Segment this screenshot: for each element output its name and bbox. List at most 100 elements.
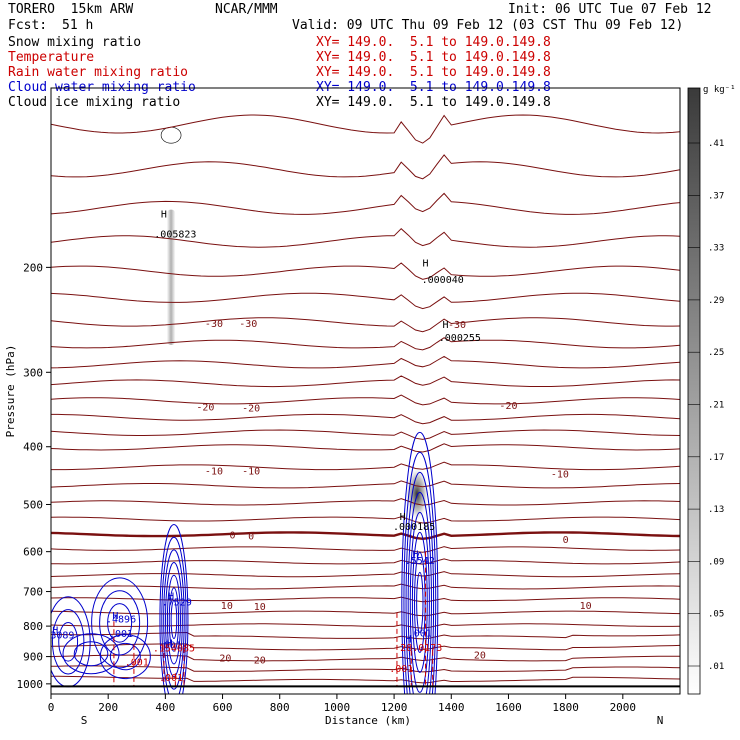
colorbar-label: .05 xyxy=(708,610,724,620)
valid-time: Valid: 09 UTC Thu 09 Feb 12 (03 CST Thu … xyxy=(292,18,684,33)
cloud-water-contour xyxy=(166,574,181,665)
cloud-water-contour xyxy=(405,471,435,694)
max-annotation: .001 xyxy=(125,657,149,668)
max-annotation: .001 xyxy=(158,640,182,651)
max-annotation: .005823 xyxy=(154,229,196,240)
temperature-contour-label: -10 xyxy=(242,466,260,477)
isotherm-line xyxy=(51,643,680,651)
max-annotation: H xyxy=(400,512,406,523)
plot-frame xyxy=(50,87,681,695)
isotherm-line xyxy=(51,262,680,280)
isotherm-line xyxy=(51,443,680,453)
isotherm-line xyxy=(51,654,680,662)
x-tick-label: 1800 xyxy=(552,701,579,714)
fcst-label: Fcst: xyxy=(8,18,48,33)
temperature-contour-label: 20 xyxy=(254,655,266,666)
isotherm-line xyxy=(51,665,680,673)
cloud-water-contour xyxy=(409,511,430,693)
isotherm-line xyxy=(51,546,680,553)
isotherm-line xyxy=(51,192,680,215)
cloud-water-contour xyxy=(51,609,85,675)
isotherm-line xyxy=(51,623,680,629)
model-title: TORERO 15km ARW xyxy=(8,2,134,17)
fcst-value: 51 h xyxy=(62,18,94,33)
y-axis-title: Pressure (hPa) xyxy=(4,345,17,438)
isotherm-line xyxy=(51,480,680,489)
temperature-contour-label: -10 xyxy=(205,466,223,477)
max-annotation: .000185 xyxy=(393,522,435,533)
colorbar-label: .13 xyxy=(708,505,724,515)
x-tick-label: 600 xyxy=(213,701,233,714)
cloud-water-contour xyxy=(416,571,424,633)
cloud-water-contour xyxy=(91,577,149,669)
temperature-contour-label: 0 xyxy=(248,532,254,543)
y-tick-label: 700 xyxy=(23,586,43,599)
isotherm-line xyxy=(51,596,680,603)
colorbar-label: .17 xyxy=(708,453,724,463)
legend-cloud-ice-xy: XY= 149.0. 5.1 to 149.0.149.8 xyxy=(316,95,551,110)
isotherm-line xyxy=(51,337,680,351)
snow-contour xyxy=(160,126,182,144)
isotherm-line xyxy=(51,531,680,541)
cloud-water-contour xyxy=(159,524,189,694)
cloud-water-contour xyxy=(403,451,437,694)
max-annotation: H xyxy=(52,626,58,637)
isotherm-line xyxy=(51,317,680,333)
isotherm-line xyxy=(51,413,680,425)
cloud-water-contour xyxy=(107,603,133,643)
cloud-water-contour xyxy=(165,562,183,678)
legend-temperature: Temperature xyxy=(8,50,95,65)
max-annotation: .7529 xyxy=(162,597,192,608)
colorbar xyxy=(687,87,701,695)
isotherm-line xyxy=(51,571,680,578)
x-tick-label: 0 xyxy=(48,701,55,714)
cloud-water-contour xyxy=(161,536,187,694)
x-tick-label: 1200 xyxy=(381,701,408,714)
legend-snow-xy: XY= 149.0. 5.1 to 149.0.149.8 xyxy=(316,35,551,50)
y-tick-label: 1000 xyxy=(17,678,44,691)
center-title: NCAR/MMM xyxy=(215,2,278,17)
cloud-water-contour xyxy=(411,531,428,673)
colorbar-label: .09 xyxy=(708,557,724,567)
cloud-water-contour xyxy=(163,549,185,690)
isotherm-line xyxy=(51,228,680,248)
north-end-label: N xyxy=(657,714,664,727)
snow-shading xyxy=(166,209,176,346)
isotherm-line xyxy=(51,461,680,471)
legend-rain: Rain water mixing ratio xyxy=(8,65,189,80)
max-annotation: .154085 xyxy=(153,644,195,655)
temperature-contour-label: -10 xyxy=(551,469,569,480)
cloud-water-contour xyxy=(401,431,439,694)
colorbar-label: .33 xyxy=(708,244,724,254)
isotherm-line xyxy=(51,429,680,440)
max-annotation: 3089 xyxy=(50,631,74,642)
temperature-contour-label: 10 xyxy=(254,602,266,613)
max-annotation: .001 xyxy=(159,673,183,684)
legend-rain-xy: XY= 149.0. 5.1 to 149.0.149.8 xyxy=(316,65,551,80)
temperature-contour-label: 0 xyxy=(563,535,569,546)
isotherm-line xyxy=(51,498,680,506)
y-tick-label: 500 xyxy=(23,498,43,511)
cloud-water-contour xyxy=(58,622,79,662)
colorbar-label: .37 xyxy=(708,191,724,201)
temperature-contour-label: -20 xyxy=(242,403,260,414)
x-tick-label: 1400 xyxy=(438,701,465,714)
max-annotation: H xyxy=(112,611,118,622)
cloud-water-contour xyxy=(73,641,109,667)
temperature-contour-label: -30 xyxy=(205,319,223,330)
isotherm-line xyxy=(51,631,680,640)
x-axis-title: Distance (km) xyxy=(325,714,411,727)
x-tick-label: 200 xyxy=(98,701,118,714)
isotherm-line xyxy=(51,394,680,406)
max-annotation: H xyxy=(167,638,173,649)
isotherm-line xyxy=(51,355,680,369)
max-annotation: H xyxy=(168,592,174,603)
x-tick-label: 1600 xyxy=(495,701,522,714)
legend-snow: Snow mixing ratio xyxy=(8,35,142,50)
temperature-contour-label: 10 xyxy=(580,601,592,612)
max-annotation: H xyxy=(161,209,167,220)
temperature-contour-label: 20 xyxy=(219,654,231,665)
x-tick-label: 400 xyxy=(155,701,175,714)
legend-cloud-ice: Cloud ice mixing ratio xyxy=(8,95,181,110)
